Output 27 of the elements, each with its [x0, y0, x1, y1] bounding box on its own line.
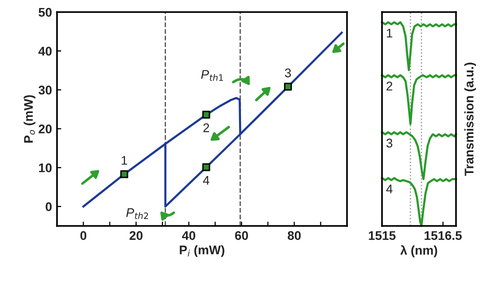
x-tick-label: 40 [182, 231, 196, 240]
annotation: P$_{th1}$ [201, 70, 223, 81]
x-tick-label: 1516.5 [424, 231, 462, 240]
annotation: 4 [203, 176, 210, 185]
x-tick-label: 20 [130, 231, 143, 240]
x-axis-title: P$_{i}$ (mW) [180, 245, 224, 257]
series-label: 1 [386, 28, 392, 38]
y-tick-label: 10 [39, 163, 52, 172]
x-axis-title: λ (nm) [400, 245, 438, 258]
x-tick-label: 60 [235, 231, 248, 240]
y-tick-label: 30 [38, 86, 52, 95]
series-label: 3 [386, 138, 392, 148]
y-tick-label: 40 [38, 46, 52, 56]
y-tick-label: 0 [46, 202, 52, 212]
y-axis-title: P$_{o}$ (mW) [24, 95, 36, 143]
y-tick-label: 50 [38, 8, 52, 17]
x-tick-label: 80 [288, 231, 301, 240]
series-label: 4 [386, 184, 393, 194]
annotation: 2 [203, 123, 210, 132]
annotation: P$_{th2}$ [126, 208, 148, 219]
x-tick-label: 1515 [368, 231, 396, 240]
annotation: 3 [284, 68, 291, 78]
y-axis-title: Transmission (a.u.) [464, 62, 476, 176]
annotation: 1 [122, 156, 128, 165]
series-label: 2 [386, 82, 392, 90]
y-tick-label: 20 [38, 124, 52, 134]
x-tick-label: 0 [80, 231, 86, 240]
